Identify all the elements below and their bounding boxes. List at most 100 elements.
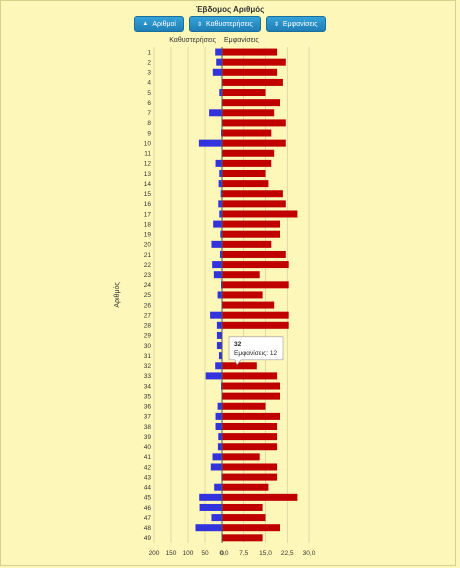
category-label: 39 [144,434,152,441]
appearance-bar[interactable] [222,68,278,76]
appearance-bar[interactable] [222,78,283,86]
appearance-bar[interactable] [222,473,278,481]
category-label: 38 [144,424,152,431]
appearance-bar[interactable] [222,463,278,471]
delay-bar[interactable] [210,311,222,319]
delay-bar[interactable] [217,402,222,410]
delay-bar[interactable] [215,48,222,56]
appearance-bar[interactable] [222,524,280,532]
appearance-bar[interactable] [222,190,283,198]
appearance-bar[interactable] [222,362,257,370]
delay-bar[interactable] [218,200,222,208]
delay-bar[interactable] [198,139,222,147]
delay-bar[interactable] [220,190,222,198]
delay-bar[interactable] [210,463,222,471]
appearance-bar[interactable] [222,230,280,238]
delay-bar[interactable] [220,230,222,238]
appearance-bar[interactable] [222,483,269,491]
category-label: 37 [144,414,152,421]
appearance-bar[interactable] [222,372,278,380]
appearance-bar[interactable] [222,503,263,511]
appearance-bar[interactable] [222,220,280,228]
category-label: 32 [144,363,152,370]
delay-bar[interactable] [217,443,222,451]
delay-bar[interactable] [211,240,222,248]
delay-bar[interactable] [216,342,222,350]
appearance-bar[interactable] [222,402,266,410]
delay-bar[interactable] [218,352,222,360]
appearance-bar[interactable] [222,534,263,542]
delay-bar[interactable] [212,68,222,76]
delay-bar[interactable] [219,89,222,97]
appearance-bar[interactable] [222,433,278,441]
delay-bar[interactable] [215,159,222,167]
sort-by-number-label: Αριθμοί [152,20,176,28]
appearance-bar[interactable] [222,119,286,127]
appearance-bar[interactable] [222,392,280,400]
sort-by-appearances-button[interactable]: ⇕ Εμφανίσεις [265,16,326,32]
appearance-bar[interactable] [222,514,266,522]
delay-bar[interactable] [213,220,222,228]
delay-bar[interactable] [211,514,222,522]
appearance-bar[interactable] [222,291,263,299]
appearance-bar[interactable] [222,443,278,451]
delay-bar[interactable] [216,331,222,339]
appearance-bar[interactable] [222,129,272,137]
appearance-bar[interactable] [222,321,289,329]
delay-bar[interactable] [215,362,222,370]
appearance-bar[interactable] [222,281,289,289]
sort-by-delays-button[interactable]: ⇕ Καθυστερήσεις [188,16,261,32]
category-label: 47 [144,515,152,522]
delay-bar[interactable] [217,291,222,299]
appearance-bar[interactable] [222,423,278,430]
appearance-bar[interactable] [222,453,260,461]
delay-bar[interactable] [216,321,222,329]
appearance-bar[interactable] [222,109,275,117]
delay-bar[interactable] [199,503,222,511]
appearance-bar[interactable] [222,48,278,56]
delay-bar[interactable] [205,372,222,380]
delay-bar[interactable] [213,271,222,279]
appearance-bar[interactable] [222,240,272,248]
sort-by-number-button[interactable]: ▲ Αριθμοί [134,16,184,32]
appearance-bar[interactable] [222,311,289,319]
delay-bar[interactable] [216,58,222,66]
appearance-bar[interactable] [222,139,286,147]
delay-bar[interactable] [215,412,222,420]
appearance-bar[interactable] [222,271,260,279]
appearance-bar[interactable] [222,89,266,97]
appearance-bar[interactable] [222,58,286,66]
delay-bar[interactable] [219,210,222,218]
appearance-bar[interactable] [222,210,298,218]
appearance-bar[interactable] [222,412,280,420]
category-label: 8 [147,120,151,127]
delay-bar[interactable] [215,423,222,430]
delay-bar[interactable] [220,129,222,137]
delay-bar[interactable] [218,180,222,188]
appearance-bar[interactable] [222,493,298,501]
appearance-bar[interactable] [222,170,266,177]
appearance-bar[interactable] [222,301,275,309]
appearance-bar[interactable] [222,180,269,188]
delay-bar[interactable] [220,281,222,289]
appearance-bar[interactable] [222,261,289,269]
delay-bar[interactable] [219,250,222,258]
delay-bar[interactable] [209,109,222,117]
appearance-bar[interactable] [222,149,275,157]
category-label: 41 [144,454,152,461]
delay-bar[interactable] [199,493,222,501]
delay-bar[interactable] [195,524,222,532]
delay-bar[interactable] [218,433,222,441]
appearance-bar[interactable] [222,382,280,390]
delay-bar[interactable] [220,382,222,390]
delay-bar[interactable] [212,261,222,269]
sort-by-delays-label: Καθυστερήσεις [206,20,253,28]
appearance-bar[interactable] [222,200,286,208]
appearance-bar[interactable] [222,159,272,167]
category-label: 4 [147,80,151,87]
appearance-bar[interactable] [222,99,280,107]
delay-bar[interactable] [219,170,222,177]
appearance-bar[interactable] [222,250,286,258]
delay-bar[interactable] [212,453,222,461]
delay-bar[interactable] [214,483,222,491]
